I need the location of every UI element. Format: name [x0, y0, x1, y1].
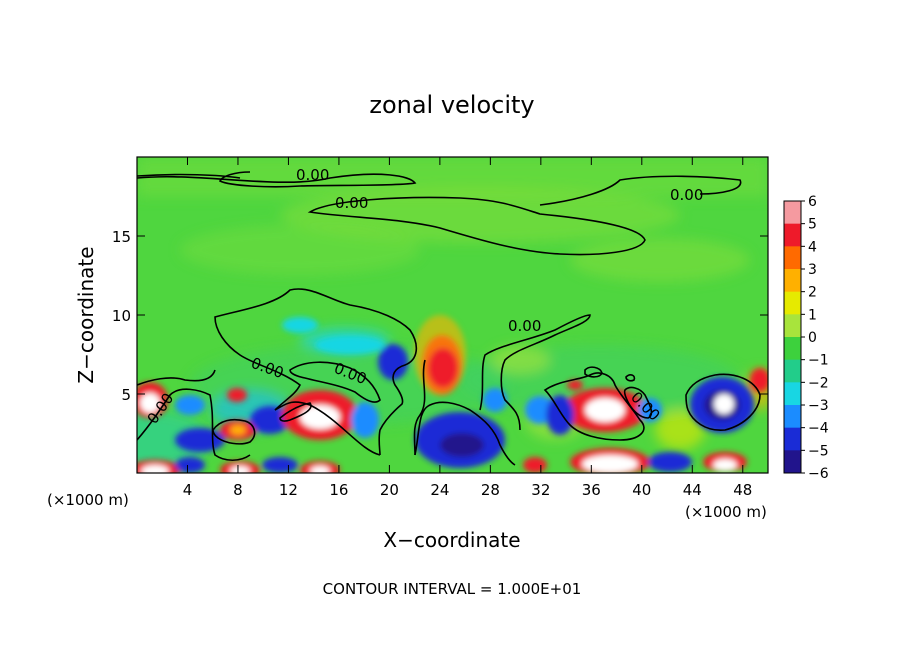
contour-label-4: 0.00 [508, 317, 541, 335]
zero-contours [137, 171, 761, 466]
colorbar-label: 5 [808, 217, 817, 233]
colorbar-label: −6 [808, 466, 829, 482]
contour-label-2: 0.00 [335, 194, 368, 212]
y-tick-label: 10 [112, 307, 131, 325]
colorbar-label: 4 [808, 239, 817, 255]
y-tick-labels: 5 10 15 [112, 228, 131, 404]
colorbar-label: 2 [808, 285, 817, 301]
colorbar-label: 6 [808, 194, 817, 210]
x-unit-label-right: (×1000 m) [685, 503, 767, 521]
x-tick-label: 44 [683, 481, 702, 499]
colorbar-segment [784, 405, 801, 429]
x-tick-label: 32 [531, 481, 550, 499]
x-tick-label: 20 [380, 481, 399, 499]
colorbar-segment [784, 291, 801, 315]
y-tick-label: 15 [112, 228, 131, 246]
x-tick-label: 48 [733, 481, 752, 499]
colorbar-label: −1 [808, 353, 829, 369]
colorbar-segment [784, 223, 801, 247]
colorbar-label: −2 [808, 375, 829, 391]
colorbar-label: −4 [808, 421, 829, 437]
colorbar-segment [784, 382, 801, 406]
contour-label-3: 0.00 [670, 186, 703, 204]
x-tick-label: 40 [632, 481, 651, 499]
x-axis-label: X−coordinate [383, 528, 520, 552]
axis-ticks [137, 157, 768, 473]
x-unit-label-left: (×1000 m) [47, 491, 129, 509]
colorbar-label: 1 [808, 307, 817, 323]
colorbar-segment [784, 359, 801, 383]
x-tick-label: 24 [430, 481, 449, 499]
colorbar: 6 5 4 3 2 1 0 −1 −2 −3 −4 −5 −6 [783, 194, 829, 482]
x-tick-label: 4 [183, 481, 193, 499]
y-axis-label: Z−coordinate [74, 246, 98, 383]
x-tick-label: 12 [279, 481, 298, 499]
colorbar-segment [784, 337, 801, 361]
x-tick-label: 8 [233, 481, 243, 499]
colorbar-segment [784, 201, 801, 225]
plot-area: 0.00 0.00 0.00 0.00 0.00 0.00 0.00 0.00 [136, 156, 769, 474]
colorbar-label: 0 [808, 330, 817, 346]
x-tick-label: 16 [329, 481, 348, 499]
colorbar-segment [784, 314, 801, 338]
y-tick-label: 5 [121, 386, 131, 404]
colorbar-segment [784, 269, 801, 293]
colorbar-segment [784, 246, 801, 270]
colorbar-label: −3 [808, 398, 829, 414]
x-tick-label: 28 [481, 481, 500, 499]
chart-title: zonal velocity [369, 91, 534, 119]
colorbar-label: 3 [808, 262, 817, 278]
x-tick-label: 36 [582, 481, 601, 499]
colorbar-segment [784, 427, 801, 451]
contour-interval-footer: CONTOUR INTERVAL = 1.000E+01 [323, 580, 582, 598]
contour-label-1: 0.00 [296, 166, 329, 184]
field-features [137, 315, 768, 473]
colorbar-segment [784, 450, 801, 474]
colorbar-label: −5 [808, 443, 829, 459]
x-tick-labels: 4 8 12 16 20 24 28 32 36 40 44 48 [183, 481, 753, 499]
